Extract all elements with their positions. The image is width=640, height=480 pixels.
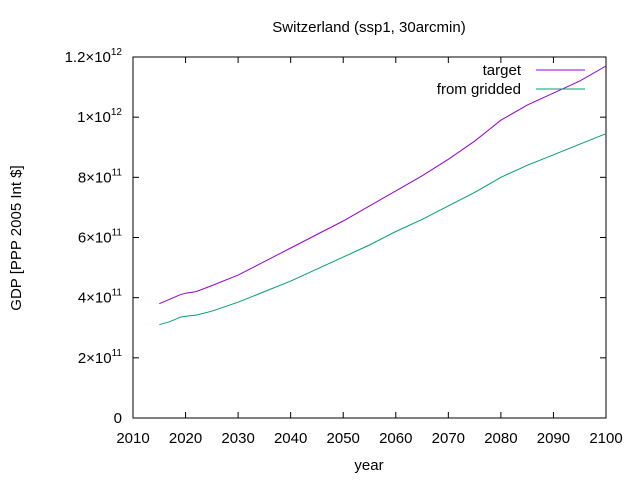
series-line-from-gridded: [159, 133, 607, 326]
x-tick-label: 2090: [537, 430, 570, 447]
y-axis-label: GDP [PPP 2005 Int $]: [8, 165, 25, 310]
x-tick-label: 2020: [169, 430, 202, 447]
y-tick-mantissa: 1×10: [77, 109, 111, 126]
plot-series: [159, 65, 607, 326]
x-tick-label: 2070: [432, 430, 465, 447]
y-tick-label: 2×1011: [78, 348, 123, 367]
x-tick-label: 2040: [274, 430, 307, 447]
y-tick-label: 4×1011: [78, 288, 123, 307]
y-tick-label: 6×1011: [78, 228, 123, 247]
y-tick-exponent: 11: [112, 167, 123, 178]
y-tick-label: 8×1011: [78, 167, 123, 186]
chart-title: Switzerland (ssp1, 30arcmin): [272, 19, 465, 36]
y-tick-mantissa: 1.2×10: [65, 49, 111, 66]
y-tick-exponent: 12: [111, 107, 123, 118]
y-tick-label: 0: [114, 410, 122, 427]
legend-label: target: [483, 62, 522, 79]
plot-axes: 2010 2020 2030 2040 2050 2060 2070 2080 2090 2100…: [65, 47, 623, 447]
y-tick-mantissa: 0: [114, 410, 122, 427]
x-tick-label: 2050: [327, 430, 360, 447]
legend-label: from gridded: [437, 81, 521, 98]
plot-frame: [132, 56, 607, 419]
series-line-target: [159, 65, 607, 305]
y-tick-exponent: 11: [112, 288, 123, 299]
x-tick-label: 2080: [484, 430, 517, 447]
y-tick-exponent: 12: [111, 47, 123, 58]
x-tick-label: 2060: [379, 430, 412, 447]
y-tick-exponent: 11: [112, 348, 123, 359]
x-tick-label: 2100: [589, 430, 622, 447]
x-tick-label: 2010: [116, 430, 149, 447]
y-tick-mantissa: 4×10: [78, 290, 112, 307]
x-axis-label: year: [354, 457, 383, 474]
x-tick-label: 2030: [221, 430, 254, 447]
y-tick-mantissa: 8×10: [78, 169, 112, 186]
legend: target from gridded: [437, 62, 585, 98]
y-tick-label: 1.2×1012: [65, 47, 123, 66]
y-tick-mantissa: 2×10: [78, 350, 112, 367]
y-tick-mantissa: 6×10: [78, 230, 112, 247]
y-tick-label: 1×1012: [77, 107, 122, 126]
y-tick-exponent: 11: [112, 228, 123, 239]
